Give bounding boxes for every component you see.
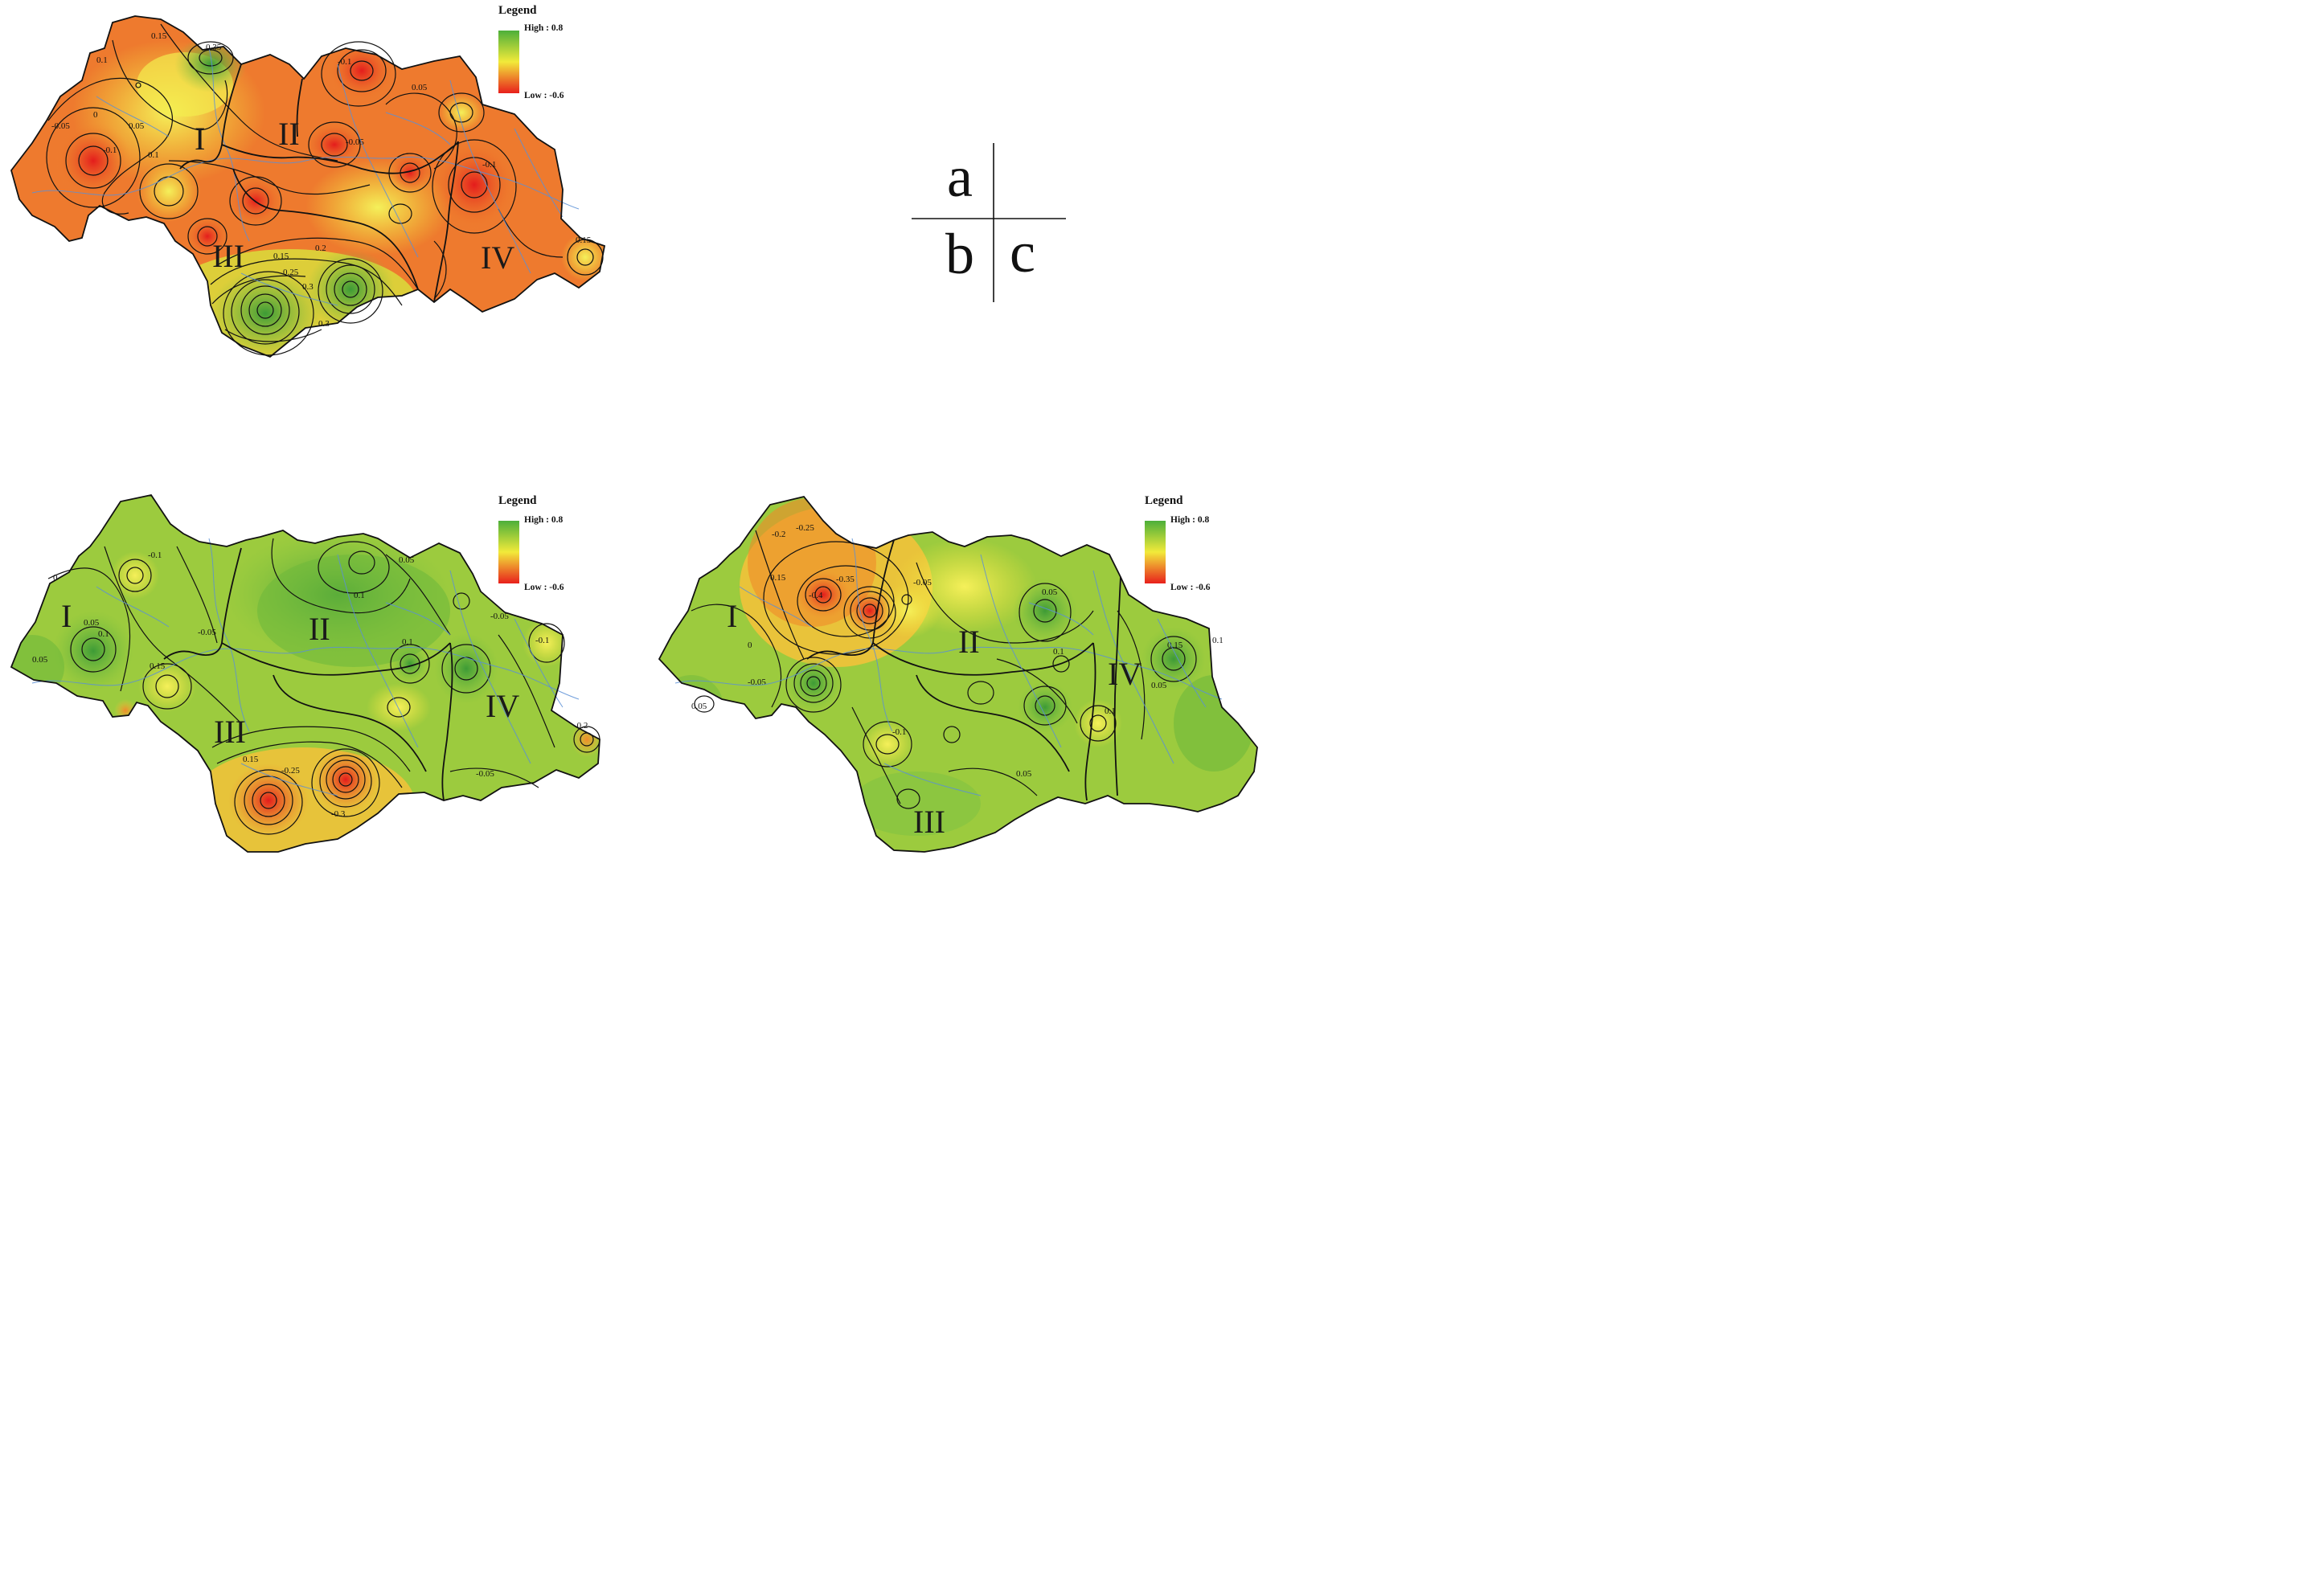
svg-text:-0.05: -0.05: [346, 137, 364, 147]
svg-text:0.05: 0.05: [32, 655, 48, 665]
key-letter-a: a: [947, 145, 973, 209]
svg-text:0.05: 0.05: [84, 618, 100, 628]
legend-high-b: High : 0.8: [524, 515, 563, 525]
svg-text:-0.2: -0.2: [772, 530, 785, 539]
legend-title-a: Legend: [498, 4, 537, 17]
legend-title-c: Legend: [1145, 494, 1183, 507]
svg-text:0.05: 0.05: [1016, 769, 1032, 779]
region-label-b-I: I: [61, 598, 72, 634]
region-label-a-III: III: [212, 238, 244, 274]
svg-text:0.05: 0.05: [412, 83, 428, 92]
svg-text:0.15: 0.15: [770, 573, 786, 583]
legend-low-a: Low : -0.6: [524, 91, 564, 100]
svg-text:0.3: 0.3: [318, 319, 330, 329]
legend-ramp-a: [498, 31, 519, 93]
rivers-b: [31, 538, 580, 796]
map-panel-a: 0.15 0.35 0.1 -0.1 0.05 -0.05 0 -0.1 0.1…: [10, 4, 605, 358]
svg-text:0.15: 0.15: [243, 755, 259, 764]
region-label-b-IV: IV: [486, 688, 519, 724]
svg-text:-0.05: -0.05: [913, 578, 932, 587]
svg-text:-0.35: -0.35: [836, 575, 855, 584]
svg-text:-0.05: -0.05: [198, 628, 216, 637]
svg-text:0.1: 0.1: [354, 591, 365, 600]
region-label-a-IV: IV: [481, 239, 514, 276]
region-label-c-IV: IV: [1108, 656, 1142, 692]
map-panel-c: -0.2 -0.25 0.15 -0.35 -0.4 -0.05 0.05 0.…: [658, 494, 1258, 853]
svg-text:0.15: 0.15: [273, 252, 289, 261]
svg-text:-0.1: -0.1: [338, 57, 351, 67]
svg-text:0.1: 0.1: [98, 629, 109, 639]
svg-text:0.05: 0.05: [1042, 587, 1058, 597]
region-label-b-II: II: [309, 611, 330, 647]
region-label-c-I: I: [727, 598, 737, 634]
region-label-b-III: III: [214, 714, 246, 750]
rivers-a: [31, 47, 580, 306]
svg-text:0.25: 0.25: [283, 268, 299, 277]
region-label-c-III: III: [913, 804, 945, 840]
legend-c: Legend High : 0.8 Low : -0.6: [1145, 494, 1211, 592]
svg-text:-0.1: -0.1: [892, 727, 906, 737]
svg-text:0.1: 0.1: [1105, 706, 1116, 716]
legend-high-a: High : 0.8: [524, 23, 563, 33]
legend-ramp-c: [1145, 521, 1166, 583]
contours-a: 0.15 0.35 0.1 -0.1 0.05 -0.05 0 -0.1 0.1…: [46, 23, 604, 356]
key-letter-b: b: [945, 222, 974, 286]
svg-text:-0.25: -0.25: [796, 523, 814, 533]
legend-a: Legend High : 0.8 Low : -0.6: [498, 4, 564, 100]
svg-text:-0.25: -0.25: [281, 766, 300, 776]
svg-text:-0.1: -0.1: [148, 551, 162, 560]
svg-text:0: 0: [53, 573, 58, 583]
svg-text:0.2: 0.2: [315, 244, 326, 253]
contours-c: -0.2 -0.25 0.15 -0.35 -0.4 -0.05 0.05 0.…: [691, 523, 1223, 809]
svg-text:-0.4: -0.4: [809, 591, 823, 600]
svg-text:0.15: 0.15: [1167, 641, 1183, 650]
svg-text:0.05: 0.05: [129, 121, 145, 131]
svg-text:0.1: 0.1: [148, 150, 159, 160]
svg-text:0.05: 0.05: [691, 702, 707, 711]
legend-title-b: Legend: [498, 494, 537, 507]
legend-high-c: High : 0.8: [1170, 515, 1209, 525]
svg-text:0: 0: [93, 110, 98, 120]
svg-text:-0.3: -0.3: [331, 809, 346, 819]
svg-text:0.15: 0.15: [151, 31, 167, 41]
svg-text:0.1: 0.1: [1053, 647, 1064, 657]
svg-text:-0.1: -0.1: [103, 145, 117, 155]
svg-text:-0.05: -0.05: [490, 612, 509, 621]
svg-text:-0.05: -0.05: [51, 121, 70, 131]
svg-text:0.05: 0.05: [1151, 681, 1167, 690]
panel-layout-key: a b c: [912, 143, 1066, 302]
legend-b: Legend High : 0.8 Low : -0.6: [498, 494, 564, 592]
key-letter-c: c: [1010, 220, 1035, 284]
map-panel-b: 0 -0.1 0.05 0.1 -0.05 0.15 0.1 0.05 0.1 …: [10, 494, 600, 853]
svg-text:0.3: 0.3: [302, 282, 314, 292]
region-label-a-II: II: [278, 116, 300, 152]
legend-ramp-b: [498, 521, 519, 583]
figure-canvas: 0.15 0.35 0.1 -0.1 0.05 -0.05 0 -0.1 0.1…: [10, 4, 1258, 853]
svg-text:0: 0: [748, 641, 752, 650]
legend-low-c: Low : -0.6: [1170, 583, 1211, 592]
region-label-a-I: I: [195, 121, 205, 157]
svg-text:-0.05: -0.05: [476, 769, 494, 779]
svg-text:0.1: 0.1: [1212, 636, 1223, 645]
svg-text:0.15: 0.15: [150, 661, 166, 671]
legend-low-b: Low : -0.6: [524, 583, 564, 592]
region-label-c-II: II: [958, 624, 980, 660]
svg-text:-0.1: -0.1: [535, 636, 549, 645]
svg-text:0.1: 0.1: [96, 55, 108, 65]
svg-text:0.1: 0.1: [402, 637, 413, 647]
rivers-c: [674, 538, 1223, 796]
svg-text:-0.1: -0.1: [482, 160, 496, 170]
